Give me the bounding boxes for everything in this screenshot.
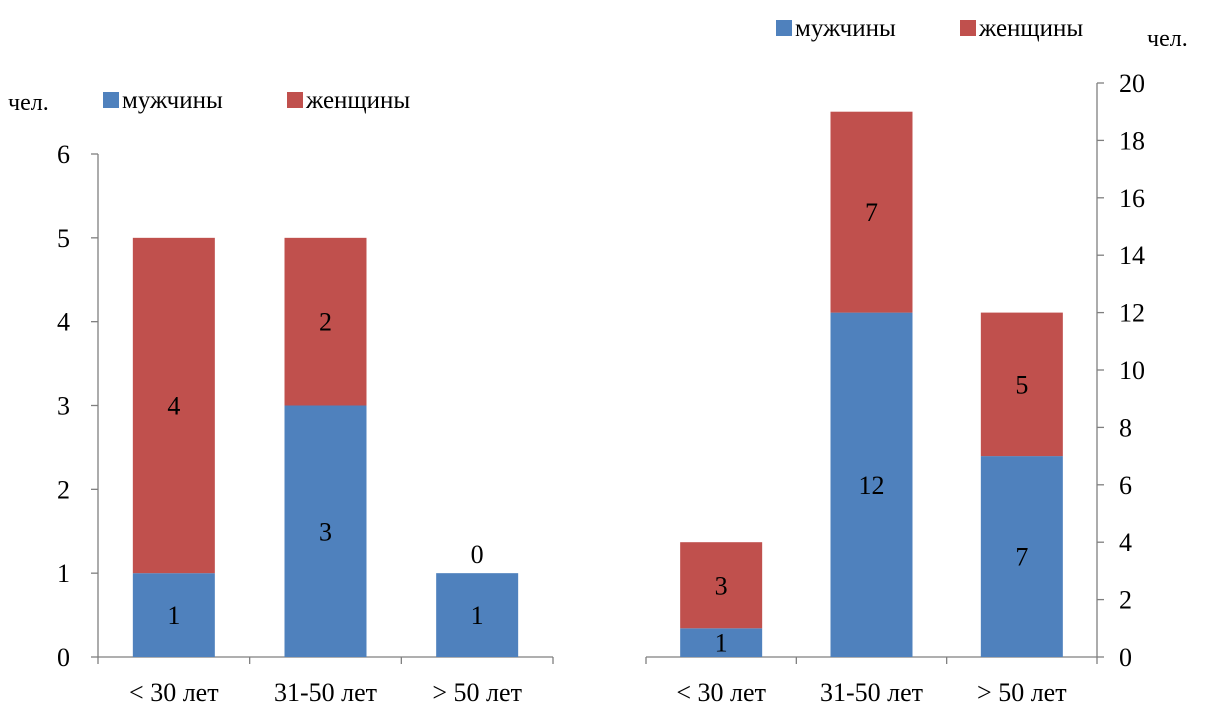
right-bar-female — [830, 111, 913, 313]
right-y-tick-label: 8 — [1119, 413, 1132, 442]
right-legend-swatch-male — [776, 20, 792, 36]
left-data-label-male: 3 — [319, 517, 332, 546]
left-data-label-male: 1 — [167, 601, 180, 630]
left-y-tick-label: 6 — [57, 140, 70, 169]
left-data-label-female: 2 — [319, 308, 332, 337]
left-y-tick-label: 2 — [57, 475, 70, 504]
chart-left: чел. мужчины женщины 0 1 2 3 4 5 6 1 4 < 30 лет 3 2… — [8, 87, 554, 707]
right-y-tick-label: 14 — [1119, 241, 1145, 270]
left-y-tick-label: 0 — [57, 643, 70, 672]
left-legend-swatch-male — [103, 92, 119, 108]
left-legend-swatch-female — [287, 92, 303, 108]
right-bar-male — [680, 628, 763, 657]
right-y-tick-label: 6 — [1119, 471, 1132, 500]
right-category-label: 31-50 лет — [820, 678, 923, 707]
left-y-tick-label: 1 — [57, 559, 70, 588]
right-bar-male — [830, 312, 913, 657]
chart-right: мужчины женщины чел. 0 2 4 6 8 10 12 14 16 18 20 1 3… — [645, 15, 1188, 707]
right-legend-label-male: мужчины — [795, 15, 896, 42]
right-data-label-male: 1 — [715, 629, 728, 658]
left-y-tick-label: 4 — [57, 308, 70, 337]
right-data-label-male: 12 — [859, 471, 885, 500]
right-data-label-female: 5 — [1015, 370, 1028, 399]
left-bar-male — [284, 405, 367, 657]
right-y-tick-label: 20 — [1119, 69, 1145, 98]
right-plot-area: 0 2 4 6 8 10 12 14 16 18 20 1 3 < 30 лет 12 7 31-50 лет 7… — [645, 69, 1145, 707]
right-y-tick-label: 2 — [1119, 586, 1132, 615]
right-y-tick-label: 0 — [1119, 643, 1132, 672]
right-bar-female — [680, 542, 763, 629]
left-legend-label-male: мужчины — [122, 87, 223, 114]
left-category-label: < 30 лет — [129, 678, 219, 707]
left-legend-label-female: женщины — [305, 87, 410, 114]
left-data-label-male: 1 — [471, 601, 484, 630]
right-data-label-male: 7 — [1015, 543, 1028, 572]
right-data-label-female: 3 — [715, 571, 728, 600]
right-bar-female — [980, 312, 1063, 457]
left-data-label-female: 0 — [471, 540, 484, 569]
left-category-label: 31-50 лет — [274, 678, 377, 707]
left-y-unit-label: чел. — [8, 90, 49, 116]
right-y-tick-label: 16 — [1119, 184, 1145, 213]
right-y-unit-label: чел. — [1147, 26, 1188, 52]
left-y-tick-label: 3 — [57, 392, 70, 421]
left-plot-area: 0 1 2 3 4 5 6 1 4 < 30 лет 3 2 31-50 лет 1 0 > 50 лет — [57, 140, 554, 707]
right-y-tick-label: 12 — [1119, 299, 1145, 328]
left-bar-male — [436, 573, 519, 657]
right-legend-swatch-female — [960, 20, 976, 36]
left-category-label: > 50 лет — [432, 678, 522, 707]
right-bar-male — [980, 456, 1063, 657]
right-data-label-female: 7 — [865, 198, 878, 227]
left-y-tick-label: 5 — [57, 224, 70, 253]
right-category-label: > 50 лет — [977, 678, 1067, 707]
right-legend: мужчины женщины — [776, 15, 1083, 42]
left-bar-female — [284, 237, 367, 406]
left-bar-female — [132, 237, 215, 574]
left-bar-male — [132, 573, 215, 657]
left-data-label-female: 4 — [167, 392, 180, 421]
right-y-tick-label: 18 — [1119, 126, 1145, 155]
right-y-tick-label: 4 — [1119, 528, 1132, 557]
right-legend-label-female: женщины — [978, 15, 1083, 42]
right-y-tick-label: 10 — [1119, 356, 1145, 385]
left-legend: мужчины женщины — [103, 87, 410, 114]
right-category-label: < 30 лет — [676, 678, 766, 707]
